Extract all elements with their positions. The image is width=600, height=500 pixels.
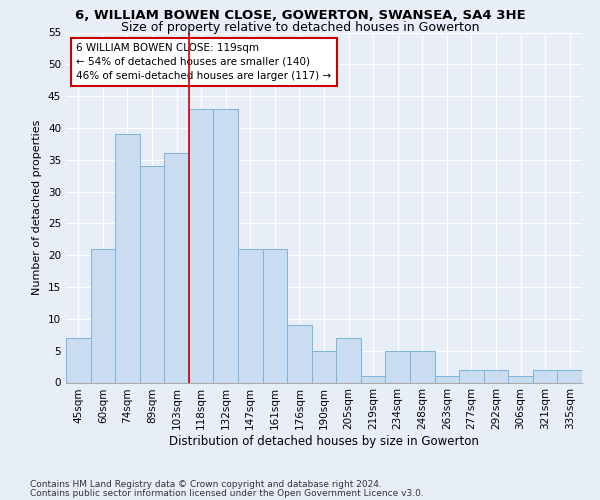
- Bar: [214, 109, 238, 382]
- Text: Contains public sector information licensed under the Open Government Licence v3: Contains public sector information licen…: [30, 488, 424, 498]
- Bar: [533, 370, 557, 382]
- Bar: [115, 134, 140, 382]
- Bar: [287, 325, 312, 382]
- Bar: [140, 166, 164, 382]
- Text: 6, WILLIAM BOWEN CLOSE, GOWERTON, SWANSEA, SA4 3HE: 6, WILLIAM BOWEN CLOSE, GOWERTON, SWANSE…: [74, 9, 526, 22]
- X-axis label: Distribution of detached houses by size in Gowerton: Distribution of detached houses by size …: [169, 435, 479, 448]
- Bar: [238, 249, 263, 382]
- Bar: [459, 370, 484, 382]
- Text: 6 WILLIAM BOWEN CLOSE: 119sqm
← 54% of detached houses are smaller (140)
46% of : 6 WILLIAM BOWEN CLOSE: 119sqm ← 54% of d…: [76, 43, 331, 81]
- Bar: [361, 376, 385, 382]
- Bar: [484, 370, 508, 382]
- Bar: [91, 249, 115, 382]
- Bar: [263, 249, 287, 382]
- Bar: [434, 376, 459, 382]
- Bar: [164, 154, 189, 382]
- Bar: [336, 338, 361, 382]
- Bar: [410, 350, 434, 382]
- Bar: [508, 376, 533, 382]
- Text: Size of property relative to detached houses in Gowerton: Size of property relative to detached ho…: [121, 21, 479, 34]
- Bar: [312, 350, 336, 382]
- Bar: [385, 350, 410, 382]
- Bar: [557, 370, 582, 382]
- Bar: [189, 109, 214, 382]
- Text: Contains HM Land Registry data © Crown copyright and database right 2024.: Contains HM Land Registry data © Crown c…: [30, 480, 382, 489]
- Y-axis label: Number of detached properties: Number of detached properties: [32, 120, 43, 295]
- Bar: [66, 338, 91, 382]
